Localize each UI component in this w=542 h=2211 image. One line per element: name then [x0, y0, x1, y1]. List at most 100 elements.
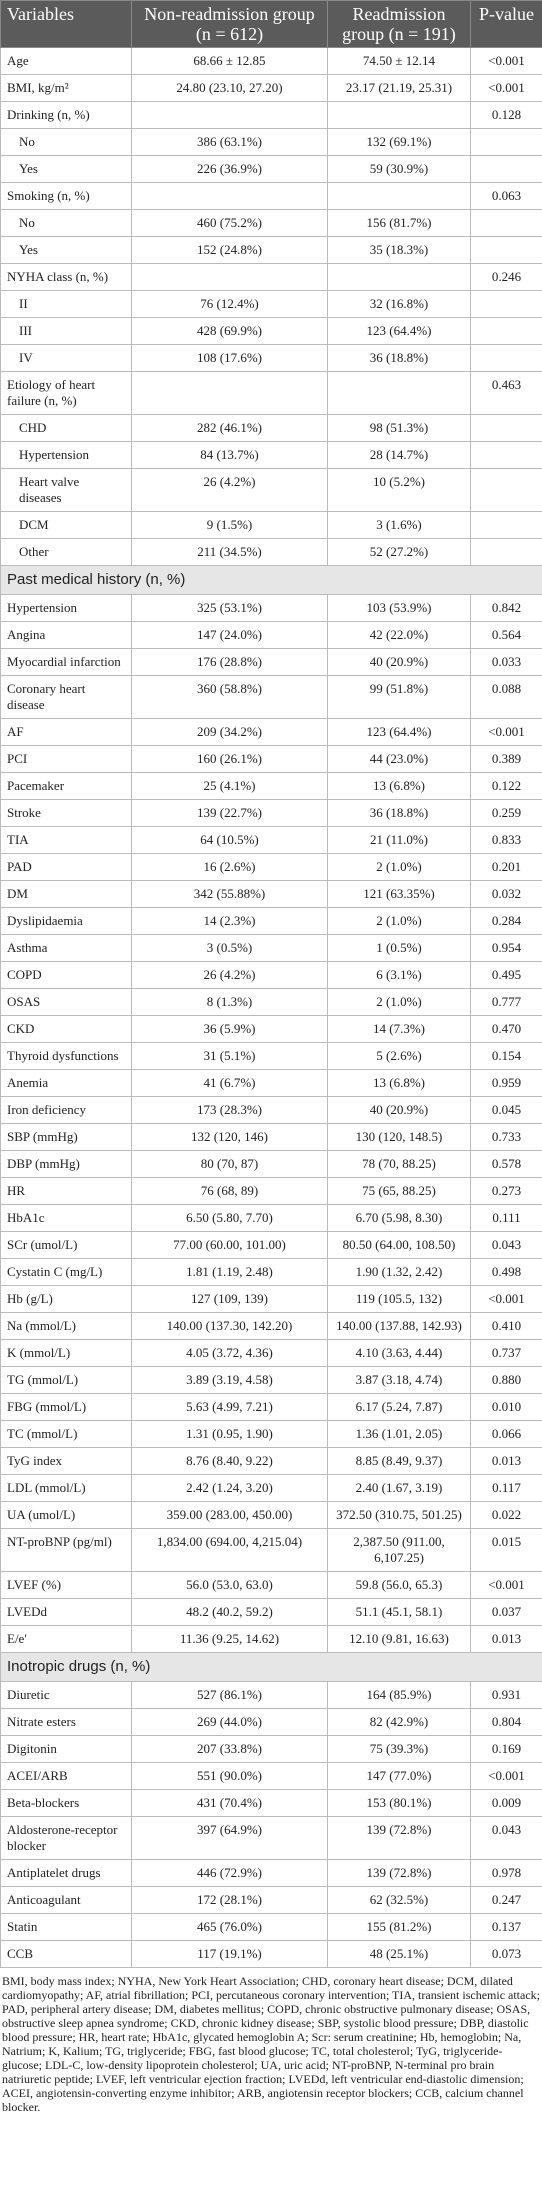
value-cell: 527 (86.1%) — [131, 1681, 328, 1709]
data-row: Na (mmol/L) 140.00 (137.30, 142.20) 140.00… — [0, 1312, 542, 1340]
label-cell: Dyslipidaemia — [0, 907, 132, 935]
data-row: TyG index 8.76 (8.40, 9.22) 8.85 (8.49, 9.… — [0, 1447, 542, 1475]
value-cell: 172 (28.1%) — [131, 1886, 328, 1914]
footnote: BMI, body mass index; NYHA, New York Hea… — [2, 1974, 541, 2114]
value-cell: 0.063 — [470, 182, 542, 210]
value-cell: 0.246 — [470, 263, 542, 291]
label-cell: DM — [0, 880, 132, 908]
empty-cell — [131, 371, 328, 415]
value-cell: <0.001 — [470, 1285, 542, 1313]
value-cell: 0.201 — [470, 853, 542, 881]
level-label: DCM — [0, 511, 132, 539]
value-cell: 209 (34.2%) — [131, 718, 328, 746]
value-cell: 0.128 — [470, 101, 542, 129]
data-row: Diuretic 527 (86.1%) 164 (85.9%) 0.931 — [0, 1681, 542, 1709]
data-row: LDL (mmol/L) 2.42 (1.24, 3.20) 2.40 (1.67,… — [0, 1474, 542, 1502]
label-cell: Diuretic — [0, 1681, 132, 1709]
value-cell: 98 (51.3%) — [327, 414, 471, 442]
level-row: No 386 (63.1%) 132 (69.1%) — [0, 128, 542, 156]
value-cell: 152 (24.8%) — [131, 236, 328, 264]
value-cell: 0.777 — [470, 988, 542, 1016]
value-cell: 75 (65, 88.25) — [327, 1177, 471, 1205]
value-cell: 56.0 (53.0, 63.0) — [131, 1571, 328, 1599]
empty-cell — [131, 263, 328, 291]
value-cell: 25 (4.1%) — [131, 772, 328, 800]
value-cell: 460 (75.2%) — [131, 209, 328, 237]
data-row: Asthma 3 (0.5%) 1 (0.5%) 0.954 — [0, 934, 542, 962]
section-title: Past medical history (n, %) — [0, 565, 542, 595]
data-row: HR 76 (68, 89) 75 (65, 88.25) 0.273 — [0, 1177, 542, 1205]
value-cell: 0.389 — [470, 745, 542, 773]
value-cell: 76 (12.4%) — [131, 290, 328, 318]
value-cell: 0.954 — [470, 934, 542, 962]
label-cell: Coronary heart disease — [0, 675, 132, 719]
value-cell: <0.001 — [470, 1762, 542, 1790]
value-cell: 74.50 ± 12.14 — [327, 47, 471, 75]
value-cell: 121 (63.35%) — [327, 880, 471, 908]
label-cell: Digitonin — [0, 1735, 132, 1763]
value-cell: 48.2 (40.2, 59.2) — [131, 1598, 328, 1626]
value-cell: 211 (34.5%) — [131, 538, 328, 566]
value-cell: 9 (1.5%) — [131, 511, 328, 539]
value-cell: 130 (120, 148.5) — [327, 1123, 471, 1151]
value-cell: 0.066 — [470, 1420, 542, 1448]
level-row: Heart valve diseases 26 (4.2%) 10 (5.2%) — [0, 468, 542, 512]
label-cell: Nitrate esters — [0, 1708, 132, 1736]
value-cell: 68.66 ± 12.85 — [131, 47, 328, 75]
level-row: Yes 226 (36.9%) 59 (30.9%) — [0, 155, 542, 183]
value-cell: 0.088 — [470, 675, 542, 719]
value-cell: 31 (5.1%) — [131, 1042, 328, 1070]
value-cell: 2 (1.0%) — [327, 988, 471, 1016]
value-cell: 160 (26.1%) — [131, 745, 328, 773]
data-row: Thyroid dysfunctions 31 (5.1%) 5 (2.6%) 0.1… — [0, 1042, 542, 1070]
value-cell: 59 (30.9%) — [327, 155, 471, 183]
label-cell: LDL (mmol/L) — [0, 1474, 132, 1502]
empty-cell — [470, 441, 542, 469]
data-row: LVEDd 48.2 (40.2, 59.2) 51.1 (45.1, 58.1) 0… — [0, 1598, 542, 1626]
data-row: Digitonin 207 (33.8%) 75 (39.3%) 0.169 — [0, 1735, 542, 1763]
value-cell: 156 (81.7%) — [327, 209, 471, 237]
value-cell: 0.013 — [470, 1625, 542, 1653]
value-cell: 4.05 (3.72, 4.36) — [131, 1339, 328, 1367]
label-cell: ACEI/ARB — [0, 1762, 132, 1790]
value-cell: 342 (55.88%) — [131, 880, 328, 908]
value-cell: 44 (23.0%) — [327, 745, 471, 773]
value-cell: 0.073 — [470, 1940, 542, 1968]
level-label: Hypertension — [0, 441, 132, 469]
value-cell: 41 (6.7%) — [131, 1069, 328, 1097]
value-cell: 5.63 (4.99, 7.21) — [131, 1393, 328, 1421]
data-row: K (mmol/L) 4.05 (3.72, 4.36) 4.10 (3.63, 4… — [0, 1339, 542, 1367]
value-cell: 0.013 — [470, 1447, 542, 1475]
data-row: LVEF (%) 56.0 (53.0, 63.0) 59.8 (56.0, 65.… — [0, 1571, 542, 1599]
label-cell: Cystatin C (mg/L) — [0, 1258, 132, 1286]
value-cell: 2 (1.0%) — [327, 907, 471, 935]
value-cell: 14 (7.3%) — [327, 1015, 471, 1043]
value-cell: 0.247 — [470, 1886, 542, 1914]
value-cell: 32 (16.8%) — [327, 290, 471, 318]
value-cell: 428 (69.9%) — [131, 317, 328, 345]
label-cell: TyG index — [0, 1447, 132, 1475]
value-cell: 1 (0.5%) — [327, 934, 471, 962]
empty-cell — [131, 101, 328, 129]
value-cell: 0.498 — [470, 1258, 542, 1286]
value-cell: 127 (109, 139) — [131, 1285, 328, 1313]
header-cell: Variables — [0, 0, 132, 48]
data-row: COPD 26 (4.2%) 6 (3.1%) 0.495 — [0, 961, 542, 989]
value-cell: 1.31 (0.95, 1.90) — [131, 1420, 328, 1448]
label-cell: SCr (umol/L) — [0, 1231, 132, 1259]
value-cell: 0.117 — [470, 1474, 542, 1502]
value-cell: 155 (81.2%) — [327, 1913, 471, 1941]
label-cell: Myocardial infarction — [0, 648, 132, 676]
label-cell: Na (mmol/L) — [0, 1312, 132, 1340]
value-cell: 1.90 (1.32, 2.42) — [327, 1258, 471, 1286]
label-cell: Aldosterone-receptor blocker — [0, 1816, 132, 1860]
data-row: Coronary heart disease 360 (58.8%) 99 (51.… — [0, 675, 542, 719]
value-cell: 80.50 (64.00, 108.50) — [327, 1231, 471, 1259]
section-title: Inotropic drugs (n, %) — [0, 1652, 542, 1682]
value-cell: 123 (64.4%) — [327, 317, 471, 345]
label-cell: COPD — [0, 961, 132, 989]
value-cell: 2,387.50 (911.00, 6,107.25) — [327, 1528, 471, 1572]
label-cell: K (mmol/L) — [0, 1339, 132, 1367]
value-cell: 140.00 (137.30, 142.20) — [131, 1312, 328, 1340]
label-cell: Thyroid dysfunctions — [0, 1042, 132, 1070]
